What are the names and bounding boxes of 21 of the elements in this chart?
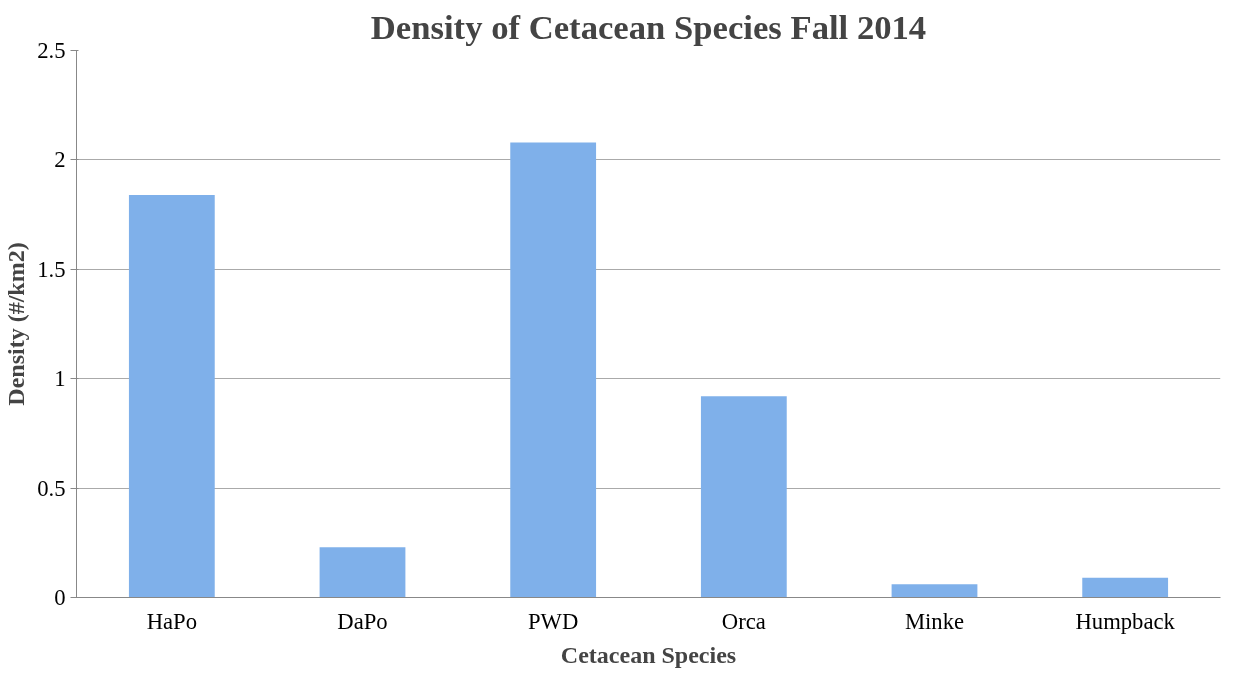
y-tick-label: 0 — [54, 585, 66, 610]
x-tick-label: Minke — [904, 608, 965, 634]
y-axis-title: Density (#/km2) — [3, 242, 30, 406]
y-tick-label: 1.5 — [37, 256, 66, 282]
bar — [700, 396, 787, 598]
bar — [128, 194, 215, 598]
x-tick-label: PWD — [527, 608, 579, 634]
x-tick-label: Humpback — [1075, 608, 1176, 634]
bar — [510, 142, 597, 598]
x-tick-label: Orca — [721, 608, 766, 634]
y-tick-label: 0.5 — [37, 475, 66, 501]
bar — [1082, 577, 1169, 598]
x-tick-label: DaPo — [337, 608, 388, 634]
y-tick-label: 2 — [54, 147, 66, 173]
y-tick-label: 1 — [54, 366, 66, 392]
bar — [319, 547, 406, 598]
x-tick-label: HaPo — [146, 608, 198, 634]
chart-title: Density of Cetacean Species Fall 2014 — [370, 7, 927, 46]
bar — [891, 584, 978, 598]
y-tick-label: 2.5 — [37, 38, 66, 63]
x-axis-title: Cetacean Species — [560, 641, 737, 668]
